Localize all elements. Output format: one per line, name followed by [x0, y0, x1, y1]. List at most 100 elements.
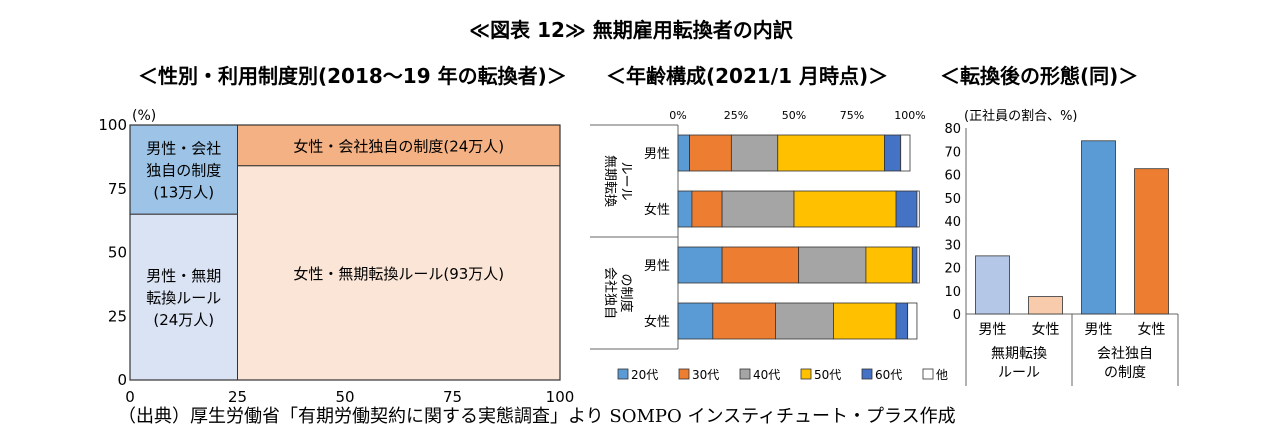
bar-segment — [677, 302, 714, 340]
bar — [1134, 168, 1169, 315]
bar-segment — [712, 302, 776, 340]
legend-swatch — [678, 368, 690, 380]
legend-swatch — [861, 368, 873, 380]
legend-label: 50代 — [814, 368, 841, 382]
bar-segment — [884, 134, 902, 172]
bar-segment — [777, 134, 885, 172]
group-label: の制度 — [618, 273, 634, 312]
mosaic-cell-label: 独自の制度 — [146, 162, 221, 180]
group-label: ルール — [618, 161, 633, 200]
y-tick-label: 0 — [117, 371, 127, 389]
bar — [1081, 140, 1116, 315]
bar-segment — [865, 246, 913, 284]
x-tick-label: 0% — [669, 109, 686, 122]
bar-segment — [689, 134, 732, 172]
y-tick-label: 50 — [944, 192, 961, 207]
bar-segment — [916, 190, 920, 228]
category-label: 男性 — [644, 259, 670, 274]
x-tick-label: 25 — [228, 388, 247, 406]
y-tick-label: 20 — [944, 262, 961, 277]
age-chart-subtitle: ＜年齢構成(2021/1 月時点)＞ — [606, 64, 889, 88]
category-label: 男性 — [979, 322, 1007, 338]
x-tick-label: 50% — [782, 109, 806, 122]
y-tick-label: 60 — [944, 169, 961, 184]
y-tick-label: 25 — [108, 307, 127, 325]
y-unit-label: (%) — [132, 108, 156, 124]
bar-segment — [895, 302, 909, 340]
x-tick-label: 100% — [894, 109, 925, 122]
legend-label: 20代 — [631, 368, 658, 382]
category-label: 女性 — [644, 202, 670, 218]
legend-label: 60代 — [875, 368, 902, 382]
mosaic-frame — [129, 124, 561, 381]
y-tick-label: 75 — [108, 180, 127, 198]
y-tick-label: 40 — [944, 215, 961, 230]
legend-label: 40代 — [753, 368, 780, 382]
y-axis-title: (正社員の割合、%) — [964, 108, 1078, 124]
form-chart-subtitle: ＜転換後の形態(同)＞ — [940, 64, 1139, 88]
mosaic-cell-label: 転換ルール — [146, 289, 221, 307]
x-tick-label: 75% — [840, 109, 864, 122]
group-label: 会社独自 — [1097, 346, 1153, 362]
bar-segment — [691, 190, 723, 228]
bar-segment — [833, 302, 897, 340]
y-tick-label: 10 — [944, 285, 961, 300]
x-tick-label: 50 — [335, 388, 354, 406]
mosaic-cell — [129, 213, 238, 381]
y-tick-label: 80 — [944, 122, 961, 137]
group-label: の制度 — [1104, 365, 1146, 381]
y-tick-label: 70 — [944, 145, 961, 160]
mosaic-cell — [237, 165, 561, 381]
category-label: 女性 — [1032, 321, 1060, 338]
form-bar-chart: 0 10 20 30 40 50 60 70 80(正社員の割合、%) 男性 女性 男性 女性無期転換ル… — [944, 108, 1179, 386]
y-tick-label: 50 — [108, 244, 127, 262]
bar-segment — [895, 190, 918, 228]
legend-label: 30代 — [692, 368, 719, 382]
bar-segment — [721, 190, 795, 228]
mosaic-cell-label: 女性・会社独自の制度(24万人) — [293, 137, 504, 155]
mosaic-cell-label: 女性・無期転換ルール(93万人) — [293, 265, 504, 283]
bar-segment — [721, 246, 800, 284]
category-label: 女性 — [1138, 321, 1166, 338]
bar-segment — [793, 190, 897, 228]
bar-segment — [900, 134, 911, 172]
bar-segment — [730, 134, 779, 172]
x-tick-label: 0 — [125, 388, 135, 406]
x-tick-label: 100 — [546, 388, 575, 406]
y-tick-label: 100 — [98, 116, 127, 134]
y-tick-label: 30 — [944, 238, 961, 253]
y-tick-label: 0 — [953, 308, 961, 323]
legend-label: 他 — [936, 368, 948, 382]
source-note: （出典）厚生労働省「有期労働契約に関する実態調査」より SOMPO インスティチ… — [118, 406, 956, 427]
figure-title: ≪図表 12≫ 無期雇用転換者の内訳 — [469, 18, 793, 42]
x-tick-label: 25% — [724, 109, 748, 122]
category-label: 男性 — [1085, 322, 1113, 338]
bar-segment — [798, 246, 867, 284]
bar-segment — [677, 246, 723, 284]
mosaic-cell-label: 男性・無期 — [146, 267, 221, 285]
bar-segment — [677, 134, 691, 172]
bar — [1028, 296, 1063, 315]
bar-segment — [916, 246, 920, 284]
mosaic-subtitle: ＜性別・利用制度別(2018～19 年の転換者)＞ — [138, 64, 567, 88]
category-label: 女性 — [644, 314, 670, 330]
group-label: 無期転換 — [991, 346, 1047, 362]
mosaic-cell — [129, 124, 238, 215]
legend-swatch — [739, 368, 751, 380]
mosaic-cell-label: (24万人) — [153, 311, 214, 329]
group-label: ルール — [998, 365, 1040, 381]
mosaic-chart: 男性・会社独自の制度 (13万人) 男性・無期転換ルール (24万人) 女性・会社独自の… — [98, 108, 574, 406]
mosaic-cell-label: 男性・会社 — [146, 140, 221, 158]
bar — [975, 255, 1010, 315]
bar-segment — [775, 302, 834, 340]
legend-swatch — [922, 368, 934, 380]
legend-swatch — [617, 368, 629, 380]
mosaic-cell-label: (13万人) — [153, 184, 214, 202]
bar-segment — [911, 246, 918, 284]
group-label: 無期転換 — [602, 155, 617, 207]
legend-swatch — [800, 368, 812, 380]
bar-segment — [677, 190, 693, 228]
group-label: 会社独自 — [602, 267, 618, 319]
x-tick-label: 75 — [443, 388, 462, 406]
